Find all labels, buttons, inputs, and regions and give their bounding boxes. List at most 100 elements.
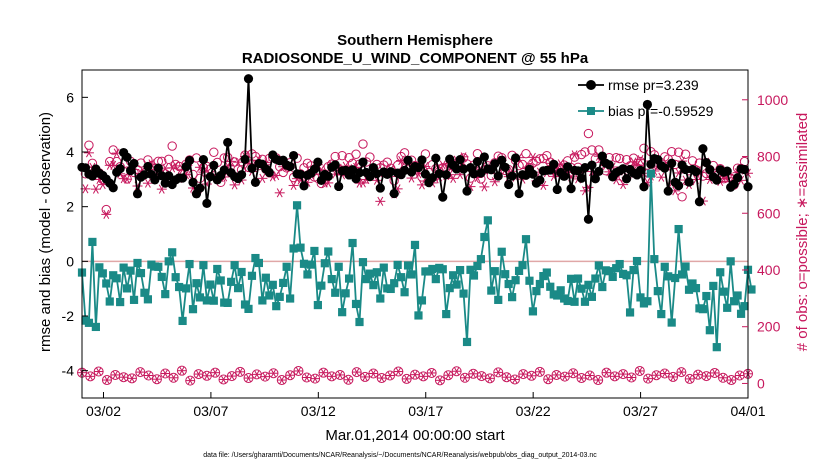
rmse-marker [739, 164, 750, 175]
obs-assimilated-low-marker [701, 371, 711, 381]
rmse-marker [240, 154, 250, 164]
bias-marker [376, 294, 385, 303]
bias-marker [525, 276, 534, 285]
obs-assimilated-low-marker-stroke [437, 376, 443, 385]
obs-assimilated-low-marker [119, 373, 129, 382]
x-tick-label: 03/07 [193, 403, 228, 419]
obs-assimilated-low-marker-stroke [229, 371, 235, 381]
bias-marker [261, 273, 270, 282]
bias-marker [268, 280, 277, 289]
bias-marker [535, 279, 544, 289]
rmse-marker [129, 158, 139, 169]
obs-possible-marker [389, 175, 399, 186]
obs-assimilated-low-marker-stroke [129, 374, 135, 383]
obs-assimilated-low-marker-stroke [145, 371, 152, 380]
obs-assimilated-low-marker [227, 371, 237, 381]
bias-marker [577, 284, 586, 293]
obs-assimilated-low-marker-stroke [653, 371, 660, 380]
obs-assimilated-low-marker [360, 372, 370, 382]
obs-assimilated-low-marker-stroke [154, 375, 160, 384]
bias-marker [632, 256, 642, 266]
obs-assimilated-low-marker [268, 369, 278, 378]
obs-assimilated-low-marker [94, 367, 104, 376]
bias-marker [161, 290, 170, 299]
bias-marker [587, 292, 597, 301]
bias-marker [91, 322, 100, 332]
obs-assimilated-low-marker-stroke [254, 370, 260, 379]
obs-assimilated-low-marker-stroke [379, 373, 385, 383]
obs-assimilated-low-marker-stroke [520, 369, 526, 379]
obs-assimilated-low-marker [194, 369, 204, 379]
obs-assimilated-low-marker-stroke [478, 371, 485, 381]
obs-assimilated-low-marker [735, 371, 745, 380]
bias-marker [664, 272, 673, 281]
rmse-marker [188, 177, 198, 187]
obs-assimilated-low-marker [710, 368, 720, 378]
obs-assimilated-marker-stroke [82, 184, 89, 194]
obs-assimilated-low-marker [335, 370, 345, 380]
rmse-marker [705, 165, 715, 175]
bias-marker [206, 280, 215, 289]
obs-assimilated-low-marker [435, 376, 445, 385]
bias-marker [504, 279, 513, 289]
bias-marker [310, 246, 319, 256]
bias-marker [410, 240, 420, 250]
chart-subtitle: RADIOSONDE_U_WIND_COMPONENT @ 55 hPa [242, 50, 589, 67]
bias-marker [442, 309, 451, 319]
rmse-marker [500, 162, 510, 172]
obs-assimilated-low-marker [560, 372, 570, 381]
plot-layer [77, 74, 756, 386]
bias-marker [369, 281, 378, 290]
bias-marker [244, 304, 253, 313]
obs-assimilated-marker [288, 180, 299, 191]
y-left-tick-label: 4 [66, 144, 74, 160]
rmse-marker [125, 165, 136, 176]
rmse-marker [514, 188, 524, 199]
bias-marker [521, 235, 531, 244]
y-left-tick-label: 0 [66, 253, 74, 269]
rmse-marker [639, 182, 649, 192]
bias-marker [712, 343, 721, 352]
obs-possible-marker [666, 146, 677, 157]
obs-assimilated-low-marker-stroke [295, 366, 302, 376]
bias-marker [258, 296, 267, 305]
obs-assimilated-low-marker [452, 367, 462, 376]
obs-assimilated-low-marker [502, 373, 512, 382]
rmse-marker [164, 171, 174, 181]
bias-marker [327, 275, 336, 284]
rmse-marker [663, 186, 673, 196]
bias-marker [625, 308, 635, 317]
rmse-marker [198, 155, 209, 165]
obs-assimilated-low-marker [169, 373, 179, 382]
obs-assimilated-low-marker-stroke [362, 372, 368, 382]
obs-assimilated-low-marker-stroke [720, 373, 726, 382]
obs-assimilated-low-marker [676, 367, 686, 377]
obs-assimilated-low-marker-stroke [545, 375, 551, 384]
obs-assimilated-low-marker [468, 369, 478, 378]
obs-assimilated-low-marker-stroke [637, 366, 643, 376]
rmse-marker [635, 165, 646, 175]
bias-marker [705, 326, 714, 335]
obs-assimilated-low-marker [219, 375, 229, 384]
obs-assimilated-low-marker-stroke [220, 375, 227, 384]
bias-marker [501, 270, 510, 279]
bias-marker [275, 292, 284, 301]
obs-assimilated-low-marker-stroke [237, 367, 243, 376]
obs-assimilated-low-marker [235, 367, 245, 376]
obs-assimilated-low-marker-stroke [395, 367, 402, 376]
rmse-marker [438, 192, 448, 202]
obs-possible-marker [365, 152, 375, 162]
obs-assimilated-low-marker [202, 371, 212, 380]
obs-assimilated-low-marker [552, 370, 562, 380]
bias-marker [691, 284, 701, 293]
rmse-marker [309, 164, 320, 174]
bias-marker [719, 287, 728, 296]
chart-title: Southern Hemisphere [337, 32, 493, 49]
obs-assimilated-low-marker [418, 372, 428, 381]
obs-assimilated-low-marker-stroke [537, 367, 543, 376]
rmse-marker [667, 158, 677, 168]
legend-bias-marker [587, 107, 595, 115]
obs-assimilated-marker-stroke [530, 152, 536, 162]
x-tick-label: 03/12 [301, 403, 336, 419]
bias-marker [313, 300, 322, 310]
